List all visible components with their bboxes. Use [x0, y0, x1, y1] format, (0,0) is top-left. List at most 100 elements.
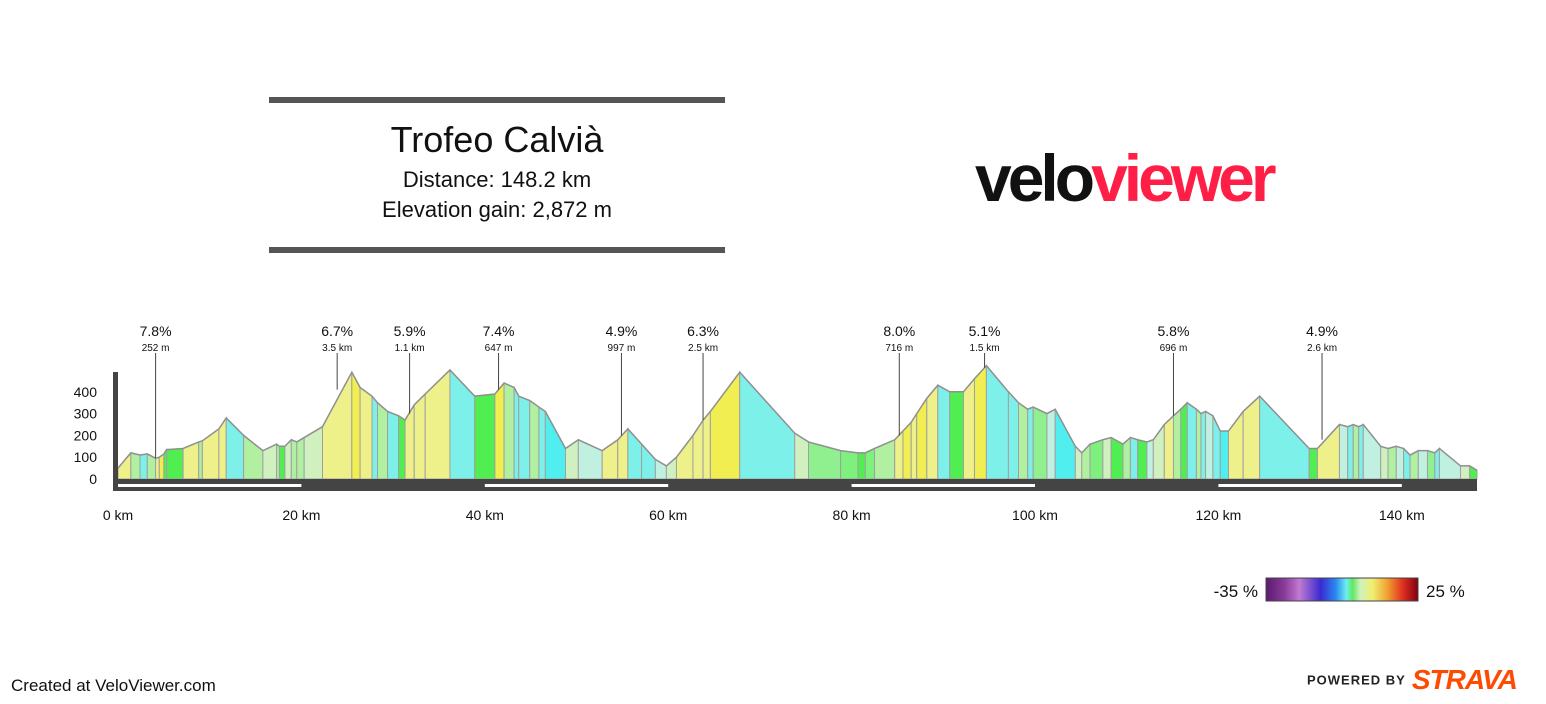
profile-segment [1089, 439, 1104, 480]
profile-segment [1417, 450, 1428, 480]
profile-segment [1163, 414, 1174, 480]
profile-segment [290, 439, 298, 480]
profile-segment [864, 447, 876, 480]
x-tick-label: 120 km [1195, 507, 1241, 523]
profile-segment [926, 383, 939, 480]
x-tick-label: 100 km [1012, 507, 1058, 523]
profile-segments [117, 364, 1478, 480]
profile-segment [1459, 465, 1471, 480]
title-box: Trofeo Calvià Distance: 148.2 km Elevati… [269, 97, 725, 256]
profile-segment [857, 452, 866, 480]
climb-grade-label: 5.8% [1158, 323, 1190, 339]
profile-segment [377, 401, 389, 480]
logo-part-velo: velo [975, 141, 1095, 215]
profile-segment [296, 436, 305, 480]
profile-segment [544, 411, 566, 480]
x-tick-label: 140 km [1379, 507, 1425, 523]
profile-segment [518, 395, 531, 480]
profile-segment [1129, 436, 1139, 480]
profile-segment [709, 370, 741, 480]
profile-segment [641, 442, 656, 480]
profile-segment [665, 456, 677, 480]
climb-grade-label: 5.9% [394, 323, 426, 339]
route-elevation-gain: Elevation gain: 2,872 m [382, 197, 612, 222]
climb-grade-label: 6.3% [687, 323, 719, 339]
powered-by-strava: POWERED BY STRAVA [1307, 664, 1518, 696]
y-tick-label: 0 [89, 471, 97, 487]
profile-segment [1054, 409, 1076, 480]
profile-segment [371, 394, 379, 480]
climb-annotations: 7.8% 252 m 6.7% 3.5 km 5.9% 1.1 km 7.4% 647 m 4.… [140, 323, 1338, 459]
profile-segment [351, 371, 361, 480]
created-at-credit: Created at VeloViewer.com [11, 676, 216, 695]
profile-segment [494, 381, 505, 480]
profile-segment [166, 447, 184, 480]
y-axis-ticks: 0 100 200 300 400 [74, 384, 98, 487]
profile-segment [1308, 447, 1318, 480]
strava-logo: STRAVA [1411, 664, 1518, 695]
profile-segment [1362, 423, 1382, 480]
profile-segment [474, 393, 496, 480]
powered-by-label: POWERED BY [1307, 672, 1406, 688]
profile-segment [424, 368, 451, 480]
climb-length-label: 3.5 km [322, 343, 352, 354]
y-axis-bar [113, 372, 118, 484]
profile-segment [243, 434, 264, 480]
profile-segment [1146, 439, 1154, 480]
profile-segment [1316, 423, 1340, 480]
profile-segment [413, 392, 426, 480]
profile-outline [117, 364, 1478, 471]
profile-segment [130, 452, 141, 480]
route-title: Trofeo Calvià [390, 119, 604, 160]
profile-segment [387, 410, 400, 480]
profile-segment [1102, 436, 1112, 480]
climb-grade-label: 8.0% [883, 323, 915, 339]
profile-segment [937, 384, 951, 480]
profile-segment [1027, 406, 1034, 480]
climb-grade-label: 5.1% [969, 323, 1001, 339]
y-tick-label: 300 [74, 406, 98, 422]
profile-segment [739, 370, 796, 480]
profile-segment [1395, 445, 1405, 480]
climb-length-label: 647 m [485, 343, 513, 354]
veloviewer-logo: veloviewer [975, 138, 1277, 218]
profile-segment [1180, 401, 1188, 480]
profile-segment [617, 427, 629, 480]
y-tick-label: 100 [74, 449, 98, 465]
profile-segment [1347, 423, 1354, 480]
climb-grade-label: 4.9% [605, 323, 637, 339]
scale-stripe [1218, 484, 1402, 487]
profile-segment [1259, 394, 1310, 480]
x-tick-label: 0 km [103, 507, 133, 523]
elevation-profile-chart: 7.8% 252 m 6.7% 3.5 km 5.9% 1.1 km 7.4% 647 m 4.… [74, 323, 1478, 602]
climb-length-label: 716 m [885, 343, 913, 354]
profile-segment [139, 453, 148, 480]
profile-segment [278, 445, 286, 480]
title-top-rule [269, 97, 725, 103]
x-axis-bar [113, 479, 1477, 491]
x-tick-label: 20 km [282, 507, 320, 523]
profile-segment [1358, 423, 1364, 480]
profile-segment [198, 440, 203, 480]
x-tick-label: 80 km [833, 507, 871, 523]
profile-segment [1046, 408, 1056, 480]
climb-length-label: 2.6 km [1307, 343, 1337, 354]
profile-segment [529, 399, 540, 480]
legend-max-label: 25 % [1426, 582, 1465, 601]
profile-segment [201, 427, 220, 480]
profile-segment [1212, 415, 1221, 480]
climb-grade-label: 4.9% [1306, 323, 1338, 339]
profile-segment [1205, 410, 1214, 480]
profile-segment [503, 382, 515, 480]
profile-segment [538, 406, 546, 480]
profile-segment [1018, 401, 1029, 480]
profile-segment [910, 411, 918, 480]
title-bottom-rule [269, 247, 725, 253]
profile-segment [1032, 406, 1048, 480]
climb-length-label: 1.5 km [970, 343, 1000, 354]
climb-grade-label: 7.4% [483, 323, 515, 339]
logo-part-viewer: viewer [1091, 141, 1276, 215]
profile-segment [158, 452, 165, 480]
climb-length-label: 2.5 km [688, 343, 718, 354]
profile-segment [874, 438, 896, 480]
